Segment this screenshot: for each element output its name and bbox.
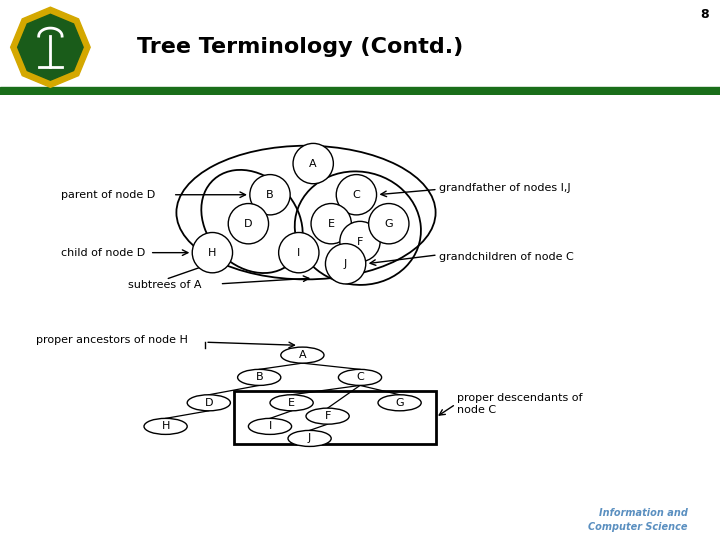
Ellipse shape bbox=[281, 347, 324, 363]
Text: Tree Terminology (Contd.): Tree Terminology (Contd.) bbox=[137, 37, 463, 57]
Ellipse shape bbox=[270, 395, 313, 411]
Ellipse shape bbox=[250, 174, 290, 215]
Ellipse shape bbox=[311, 204, 351, 244]
Text: I: I bbox=[297, 248, 300, 258]
Ellipse shape bbox=[336, 174, 377, 215]
Text: E: E bbox=[328, 219, 335, 229]
Text: D: D bbox=[244, 219, 253, 229]
Ellipse shape bbox=[192, 233, 233, 273]
Text: B: B bbox=[256, 373, 263, 382]
Text: 8: 8 bbox=[701, 8, 709, 21]
Text: G: G bbox=[384, 219, 393, 229]
Text: F: F bbox=[357, 237, 363, 247]
Text: B: B bbox=[266, 190, 274, 200]
Ellipse shape bbox=[228, 204, 269, 244]
Text: E: E bbox=[288, 398, 295, 408]
Text: child of node D: child of node D bbox=[61, 248, 145, 258]
Ellipse shape bbox=[369, 204, 409, 244]
Ellipse shape bbox=[279, 233, 319, 273]
Text: C: C bbox=[353, 190, 360, 200]
Text: I: I bbox=[269, 421, 271, 431]
Text: proper ancestors of node H: proper ancestors of node H bbox=[36, 334, 188, 345]
Text: subtrees of A: subtrees of A bbox=[128, 280, 202, 290]
Ellipse shape bbox=[288, 430, 331, 447]
Text: C: C bbox=[356, 373, 364, 382]
Ellipse shape bbox=[325, 244, 366, 284]
Ellipse shape bbox=[293, 144, 333, 184]
Text: A: A bbox=[299, 350, 306, 360]
Text: D: D bbox=[204, 398, 213, 408]
Text: J: J bbox=[308, 434, 311, 443]
Bar bbox=[0, 87, 720, 94]
Text: grandchildren of node C: grandchildren of node C bbox=[439, 252, 574, 262]
Text: F: F bbox=[325, 411, 330, 421]
Text: H: H bbox=[161, 421, 170, 431]
Text: grandfather of nodes I,J: grandfather of nodes I,J bbox=[439, 183, 571, 193]
Ellipse shape bbox=[144, 418, 187, 434]
Text: Information and
Computer Science: Information and Computer Science bbox=[588, 508, 688, 531]
Polygon shape bbox=[11, 7, 90, 87]
Text: J: J bbox=[344, 259, 347, 269]
Ellipse shape bbox=[378, 395, 421, 411]
Ellipse shape bbox=[306, 408, 349, 424]
Ellipse shape bbox=[340, 221, 380, 262]
Ellipse shape bbox=[238, 369, 281, 386]
Text: H: H bbox=[208, 248, 217, 258]
Text: parent of node D: parent of node D bbox=[61, 190, 156, 200]
Text: proper descendants of
node C: proper descendants of node C bbox=[457, 393, 582, 415]
Ellipse shape bbox=[187, 395, 230, 411]
Text: A: A bbox=[310, 159, 317, 168]
Ellipse shape bbox=[338, 369, 382, 386]
Ellipse shape bbox=[248, 418, 292, 434]
Polygon shape bbox=[18, 14, 84, 80]
Text: G: G bbox=[395, 398, 404, 408]
